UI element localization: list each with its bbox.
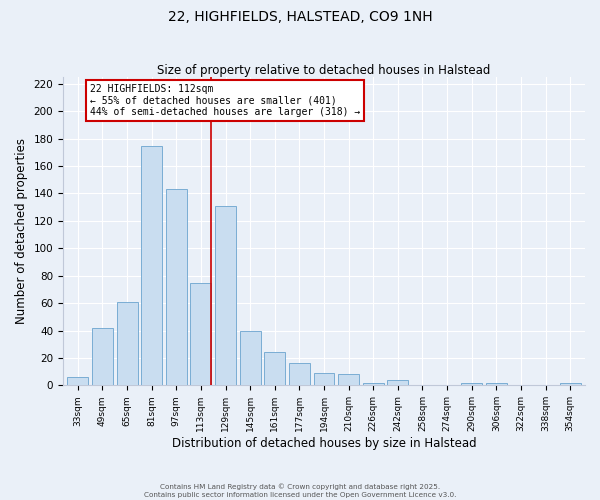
Y-axis label: Number of detached properties: Number of detached properties [15,138,28,324]
Bar [67,377,88,386]
Bar [486,382,507,386]
Bar [239,330,260,386]
Bar [215,206,236,386]
Bar [141,146,162,386]
Text: Contains HM Land Registry data © Crown copyright and database right 2025.
Contai: Contains HM Land Registry data © Crown c… [144,484,456,498]
Bar [314,373,334,386]
Bar [190,282,211,386]
Title: Size of property relative to detached houses in Halstead: Size of property relative to detached ho… [157,64,491,77]
Bar [166,190,187,386]
Text: 22 HIGHFIELDS: 112sqm
← 55% of detached houses are smaller (401)
44% of semi-det: 22 HIGHFIELDS: 112sqm ← 55% of detached … [90,84,361,117]
Bar [92,328,113,386]
Bar [560,382,581,386]
X-axis label: Distribution of detached houses by size in Halstead: Distribution of detached houses by size … [172,437,476,450]
Bar [388,380,409,386]
Bar [265,352,285,386]
Bar [289,364,310,386]
Bar [461,382,482,386]
Bar [338,374,359,386]
Bar [116,302,137,386]
Bar [363,382,384,386]
Text: 22, HIGHFIELDS, HALSTEAD, CO9 1NH: 22, HIGHFIELDS, HALSTEAD, CO9 1NH [167,10,433,24]
